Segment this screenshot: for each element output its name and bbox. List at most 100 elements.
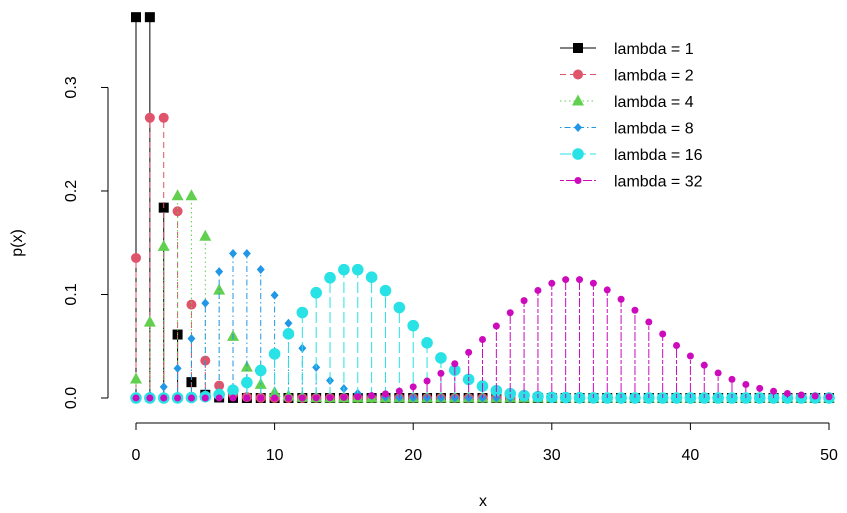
data-point: [379, 284, 392, 297]
legend-marker: [574, 123, 582, 132]
data-point: [728, 375, 736, 383]
data-point: [451, 360, 459, 368]
legend-item: lambda = 4: [560, 94, 694, 111]
data-point: [296, 306, 309, 319]
data-point: [492, 322, 500, 330]
data-point: [825, 393, 833, 401]
data-point: [407, 319, 420, 332]
data-point: [171, 189, 184, 201]
data-point: [742, 380, 750, 388]
x-tick-label: 20: [404, 447, 422, 464]
data-point: [351, 263, 364, 276]
data-point: [160, 394, 168, 402]
data-point: [130, 372, 142, 384]
data-point: [310, 286, 322, 299]
legend-item: lambda = 8: [560, 121, 694, 138]
axes-layer: 0 10 20 30 40 50 0.0 0.1 0.2 0.3: [63, 76, 838, 464]
data-point: [354, 393, 362, 401]
data-point: [340, 393, 348, 401]
data-point: [241, 376, 253, 389]
legend-label: lambda = 1: [614, 41, 694, 58]
x-axis-label: x: [479, 493, 487, 510]
data-point: [157, 239, 170, 251]
data-point: [562, 276, 570, 284]
data-point: [242, 248, 251, 258]
x-tick-label: 40: [682, 447, 700, 464]
data-point: [282, 328, 295, 340]
data-point: [465, 348, 473, 356]
data-point: [227, 384, 239, 397]
data-point: [215, 394, 223, 402]
data-point: [770, 387, 778, 395]
data-point: [435, 352, 447, 364]
x-tick-label: 0: [132, 447, 141, 464]
data-point: [395, 387, 403, 395]
legend-item: lambda = 1: [560, 41, 694, 58]
data-point: [144, 112, 155, 123]
data-point: [576, 276, 584, 284]
legend-label: lambda = 16: [614, 147, 703, 164]
data-point: [172, 206, 183, 217]
x-tick-label: 10: [266, 447, 284, 464]
data-point: [421, 337, 433, 349]
data-point: [534, 286, 542, 294]
data-point: [714, 369, 722, 377]
series-5: [130, 263, 835, 404]
data-point: [185, 189, 198, 201]
data-point: [603, 286, 611, 294]
series-2: [131, 112, 834, 403]
data-point: [254, 364, 267, 377]
legend-marker: [573, 43, 583, 53]
data-point: [506, 309, 514, 317]
data-point: [381, 390, 389, 398]
data-point: [686, 352, 694, 360]
data-point: [756, 384, 764, 392]
data-point: [324, 271, 336, 284]
data-point: [479, 336, 486, 344]
data-point: [673, 342, 681, 350]
data-point: [312, 394, 320, 402]
data-point: [146, 394, 154, 402]
data-point: [631, 306, 639, 314]
legend-item: lambda = 2: [560, 68, 694, 85]
data-point: [268, 348, 281, 360]
data-point: [645, 318, 653, 326]
legend-marker: [574, 177, 582, 184]
data-point: [256, 265, 265, 275]
data-point: [271, 394, 279, 402]
data-point: [143, 315, 156, 327]
data-point: [409, 383, 417, 391]
data-point: [174, 394, 182, 402]
legend-marker: [572, 148, 584, 160]
data-layer: [130, 12, 835, 404]
data-point: [659, 330, 667, 338]
data-point: [298, 394, 306, 402]
data-point: [520, 297, 528, 305]
data-point: [423, 377, 431, 385]
data-point: [186, 299, 197, 310]
data-point: [243, 394, 251, 402]
data-point: [199, 229, 212, 241]
x-tick-label: 30: [543, 447, 561, 464]
data-point: [338, 263, 350, 276]
legend-marker: [573, 69, 583, 80]
y-axis-label: p(x): [9, 229, 26, 257]
legend-label: lambda = 4: [614, 94, 694, 111]
data-point: [368, 392, 376, 400]
data-point: [159, 382, 168, 392]
data-point: [132, 394, 140, 402]
y-tick-label: 0.2: [63, 180, 80, 202]
x-tick-label: 50: [820, 447, 838, 464]
data-point: [229, 248, 238, 258]
data-point: [131, 12, 141, 23]
legend-item: lambda = 32: [560, 174, 703, 191]
data-point: [270, 290, 279, 300]
data-point: [589, 279, 597, 287]
data-point: [173, 363, 182, 373]
legend-label: lambda = 2: [614, 68, 694, 85]
data-point: [783, 389, 791, 397]
data-point: [187, 334, 196, 344]
legend-label: lambda = 8: [614, 121, 694, 138]
y-tick-label: 0.3: [63, 76, 80, 98]
